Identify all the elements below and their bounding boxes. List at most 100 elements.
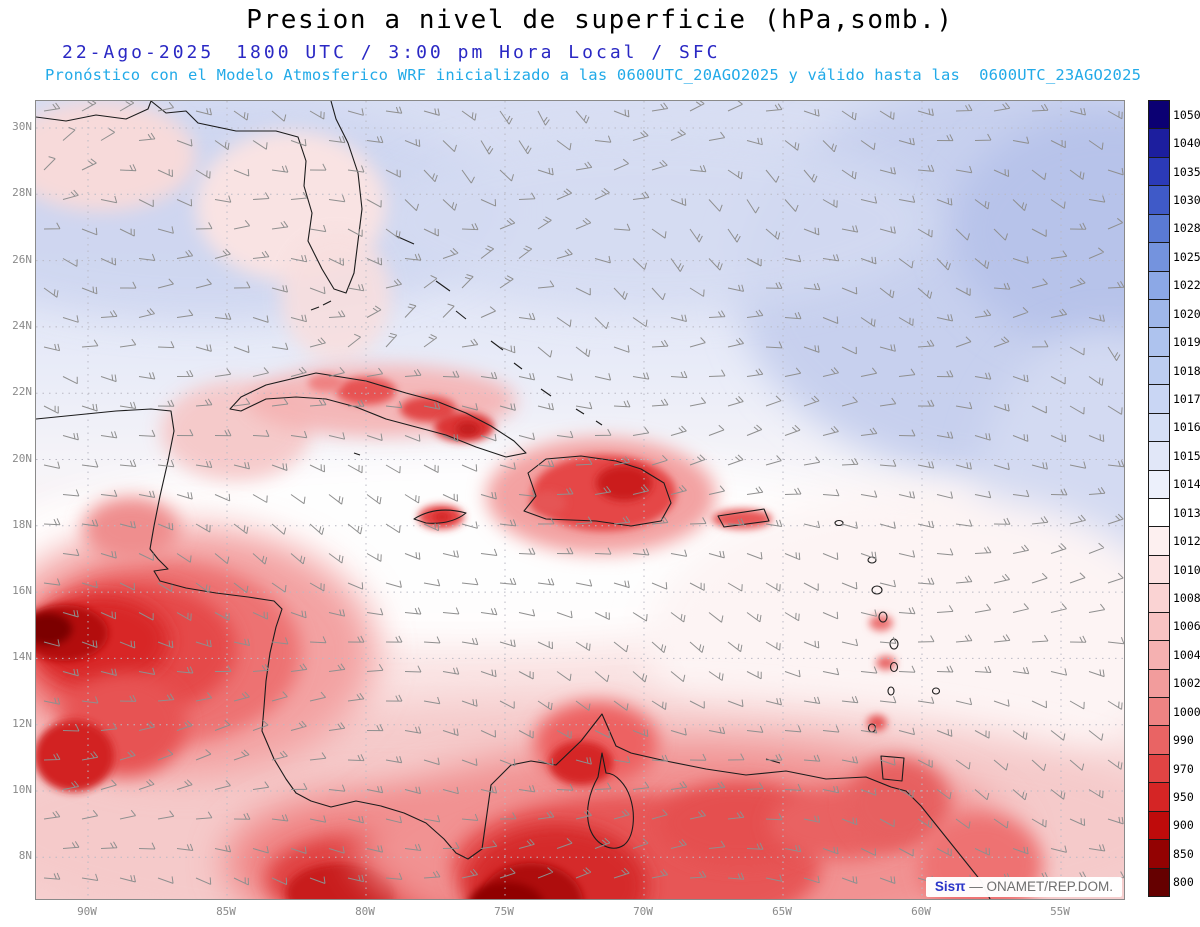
colorbar-value-label: 1025	[1173, 249, 1200, 264]
colorbar-row: 1015	[1148, 441, 1200, 471]
colorbar-swatch	[1148, 469, 1170, 499]
colorbar-value-label: 1015	[1173, 448, 1200, 463]
valid-time-line: 22-Ago-2025 1800 UTC / 3:00 pm Hora Local…	[62, 42, 721, 63]
cuba-coastline	[229, 372, 527, 458]
colorbar-row: 1022	[1148, 270, 1200, 300]
lat-tick-label: 8N	[18, 849, 32, 863]
lon-tick-label: 80W	[355, 905, 375, 918]
lat-tick-label: 10N	[12, 783, 32, 796]
lon-tick-label: 55W	[1050, 905, 1070, 918]
colorbar-row: 970	[1148, 753, 1194, 784]
lat-tick-label: 18N	[12, 517, 32, 531]
lon-tick-label: 75W	[494, 905, 514, 918]
colorbar-swatch	[1148, 128, 1170, 158]
colorbar-row: 1025	[1148, 242, 1200, 272]
colorbar-swatch	[1148, 213, 1170, 244]
lat-tick-label: 22N	[12, 385, 32, 399]
hispaniola-coastline	[523, 455, 672, 527]
colorbar-row: 1040	[1148, 128, 1200, 158]
colorbar-row: 1002	[1148, 668, 1200, 698]
colorbar-row: 800	[1148, 867, 1194, 897]
colorbar-swatch	[1148, 270, 1170, 300]
colorbar-swatch	[1148, 185, 1170, 215]
colorbar-value-label: 970	[1173, 761, 1194, 776]
colorbar-row: 1030	[1148, 185, 1200, 215]
colorbar-swatch	[1148, 753, 1170, 784]
valid-hour: 1800 UTC / 3:00 pm Hora Local / SFC	[236, 42, 721, 63]
colorbar-swatch	[1148, 299, 1170, 329]
colorbar-swatch	[1148, 498, 1170, 528]
colorbar-swatch	[1148, 583, 1170, 613]
colorbar-swatch	[1148, 412, 1170, 443]
cayman-islands	[353, 452, 361, 456]
colorbar-swatch	[1148, 242, 1170, 272]
gulf-coast	[36, 101, 152, 122]
colorbar-row: 1012	[1148, 526, 1200, 556]
coastlines	[36, 101, 991, 899]
colorbar-value-label: 1012	[1173, 534, 1200, 549]
colorbar-swatch	[1148, 782, 1170, 812]
page-title: Presion a nivel de superficie (hPa,somb.…	[246, 5, 954, 35]
colorbar-swatch	[1148, 668, 1170, 698]
lon-tick-label: 85W	[216, 905, 236, 918]
colorbar-row: 900	[1148, 810, 1194, 841]
colorbar-swatch	[1148, 554, 1170, 585]
colorbar-value-label: 1000	[1173, 704, 1200, 719]
colorbar-swatch	[1148, 697, 1170, 727]
model-info-line: Pronóstico con el Modelo Atmosferico WRF…	[45, 66, 1142, 84]
wind-barbs	[43, 101, 1124, 886]
colorbar-value-label: 1016	[1173, 420, 1200, 435]
colorbar-swatch	[1148, 725, 1170, 755]
lesser-antilles-islands	[834, 519, 941, 733]
colorbar-row: 1014	[1148, 469, 1200, 499]
colorbar-value-label: 1008	[1173, 590, 1200, 605]
colorbar-value-label: 990	[1173, 733, 1194, 748]
colorbar-row: 850	[1148, 839, 1194, 869]
colorbar-value-label: 800	[1173, 875, 1194, 890]
colorbar-value-label: 1035	[1173, 164, 1200, 179]
watermark: Sisπ — ONAMET/REP.DOM.	[925, 877, 1122, 897]
central-south-america-coastline	[36, 408, 991, 899]
lon-tick-label: 60W	[911, 905, 931, 918]
lat-tick-label: 16N	[12, 584, 32, 598]
colorbar-value-label: 1014	[1173, 477, 1200, 492]
colorbar-swatch	[1148, 839, 1170, 869]
colorbar-swatch	[1148, 867, 1170, 897]
colorbar-value-label: 850	[1173, 846, 1194, 861]
colorbar-swatch	[1148, 100, 1170, 130]
colorbar-row: 1016	[1148, 412, 1200, 443]
colorbar-value-label: 1006	[1173, 619, 1200, 634]
pressure-map-canvas	[36, 101, 1124, 899]
colorbar-row: 1013	[1148, 498, 1200, 528]
valid-date: 22-Ago-2025	[62, 42, 215, 63]
watermark-brand: Sisπ	[934, 879, 966, 894]
trinidad-island	[880, 755, 905, 782]
bahamas-islands	[395, 235, 603, 426]
colorbar-row: 1000	[1148, 697, 1200, 727]
colorbar-swatch	[1148, 611, 1170, 642]
lon-tick-label: 70W	[633, 905, 653, 918]
colorbar-swatch	[1148, 384, 1170, 414]
lat-tick-label: 26N	[12, 252, 32, 266]
colorbar-row: 990	[1148, 725, 1194, 755]
colorbar-row: 950	[1148, 782, 1194, 812]
colorbar-value-label: 1020	[1173, 306, 1200, 321]
colorbar-value-label: 1004	[1173, 647, 1200, 662]
colorbar-value-label: 1002	[1173, 676, 1200, 691]
lon-tick-label: 65W	[772, 905, 792, 918]
colorbar-row: 1050	[1148, 100, 1200, 130]
colorbar-row: 1028	[1148, 213, 1200, 244]
colorbar-row: 1035	[1148, 156, 1200, 187]
colorbar-swatch	[1148, 441, 1170, 471]
florida-coastline	[150, 101, 363, 294]
colorbar-swatch	[1148, 355, 1170, 386]
colorbar-value-label: 1040	[1173, 136, 1200, 151]
lake-maracaibo	[587, 752, 634, 849]
colorbar-row: 1017	[1148, 384, 1200, 414]
lat-tick-label: 24N	[12, 318, 32, 332]
jamaica-coastline	[413, 509, 467, 524]
colorbar-row: 1018	[1148, 355, 1200, 386]
colorbar-swatch	[1148, 810, 1170, 841]
colorbar-row: 1004	[1148, 640, 1200, 670]
colorbar-value-label: 1022	[1173, 278, 1200, 293]
